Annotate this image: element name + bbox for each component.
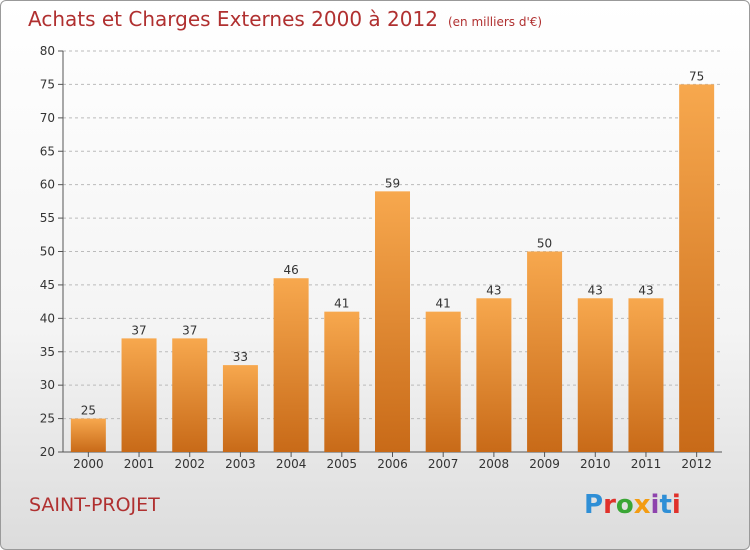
x-tick-label-2007: 2007 xyxy=(428,457,459,471)
bar-2008 xyxy=(476,298,512,452)
bar-2000 xyxy=(70,418,106,452)
bar-2009 xyxy=(527,251,563,452)
bar-2010 xyxy=(577,298,613,452)
y-tick-label: 40 xyxy=(40,311,55,325)
labels: 25 2000 37 2001 37 2002 33 2003 46 2004 41 2005 59 20… xyxy=(73,69,712,471)
logo-letter: P xyxy=(584,490,604,520)
bar-2006 xyxy=(375,191,410,452)
y-tick-label: 70 xyxy=(40,111,55,125)
bar-2005 xyxy=(324,311,360,452)
y-tick-label: 75 xyxy=(40,77,55,91)
bars xyxy=(70,84,715,453)
value-label-2009: 50 xyxy=(537,237,552,251)
bar-2003 xyxy=(222,365,258,452)
value-label-2000: 25 xyxy=(81,404,96,418)
x-tick-label-2003: 2003 xyxy=(225,457,256,471)
value-label-2002: 37 xyxy=(182,323,197,337)
value-label-2003: 33 xyxy=(233,350,248,364)
logo-letter: x xyxy=(633,490,651,520)
x-tick-label-2006: 2006 xyxy=(377,457,408,471)
chart-title-text: Achats et Charges Externes 2000 à 2012 xyxy=(28,7,438,31)
x-tick-label-2002: 2002 xyxy=(174,457,205,471)
y-tick-label: 80 xyxy=(40,44,55,58)
value-label-2004: 46 xyxy=(283,263,298,277)
bar-2011 xyxy=(628,298,664,452)
y-tick-label: 65 xyxy=(40,144,55,158)
x-tick-label-2004: 2004 xyxy=(276,457,307,471)
value-label-2005: 41 xyxy=(334,297,349,311)
x-tick-label-2008: 2008 xyxy=(479,457,510,471)
y-tick-label: 55 xyxy=(40,211,55,225)
bar-2007 xyxy=(425,311,461,452)
y-tick-label: 30 xyxy=(40,378,55,392)
place-name: SAINT-PROJET xyxy=(29,494,160,516)
bar-2004 xyxy=(273,278,309,452)
logo-letter: i xyxy=(650,490,660,520)
bar-2012 xyxy=(679,84,715,453)
y-tick-label: 45 xyxy=(40,278,55,292)
x-tick-label-2001: 2001 xyxy=(124,457,155,471)
x-tick-label-2011: 2011 xyxy=(631,457,662,471)
value-label-2008: 43 xyxy=(486,283,501,297)
logo-letter: t xyxy=(659,490,672,520)
value-label-2012: 75 xyxy=(689,69,704,83)
x-tick-label-2012: 2012 xyxy=(681,457,712,471)
y-tick-label: 25 xyxy=(40,412,55,426)
value-label-2007: 41 xyxy=(436,297,451,311)
y-tick-label: 50 xyxy=(40,245,55,259)
y-tick-label: 35 xyxy=(40,345,55,359)
logo-letter: i xyxy=(671,490,681,520)
value-label-2006: 59 xyxy=(385,176,400,190)
bar-2002 xyxy=(172,338,208,452)
x-tick-label-2000: 2000 xyxy=(73,457,104,471)
chart-title: Achats et Charges Externes 2000 à 2012 (e… xyxy=(28,7,542,31)
proxiti-logo: Proxiti xyxy=(584,490,681,520)
logo-letter: o xyxy=(615,490,634,520)
x-tick-label-2010: 2010 xyxy=(580,457,611,471)
value-label-2010: 43 xyxy=(588,283,603,297)
value-label-2011: 43 xyxy=(638,283,653,297)
y-tick-label: 60 xyxy=(40,178,55,192)
value-label-2001: 37 xyxy=(131,323,146,337)
y-tick-label: 20 xyxy=(40,445,55,459)
chart-unit: (en milliers d'€) xyxy=(447,15,543,29)
bar-2001 xyxy=(121,338,157,452)
x-tick-label-2009: 2009 xyxy=(529,457,560,471)
x-tick-label-2005: 2005 xyxy=(327,457,358,471)
logo-letter: r xyxy=(603,490,616,520)
